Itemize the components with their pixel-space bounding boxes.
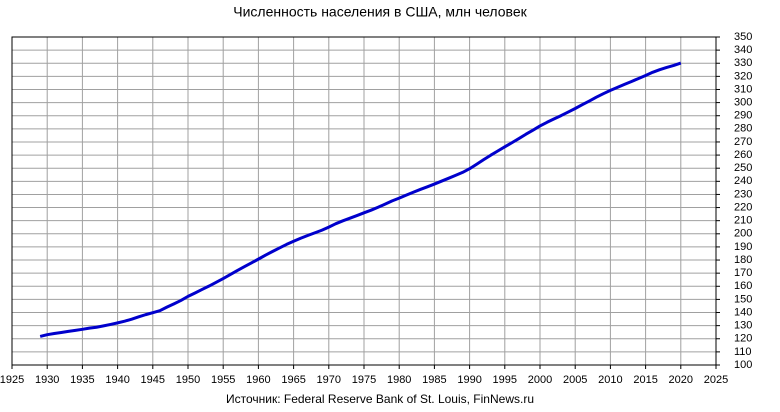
x-tick-label: 1970 bbox=[317, 374, 341, 386]
y-tick-label: 300 bbox=[734, 97, 752, 109]
y-tick-label: 150 bbox=[734, 293, 752, 305]
x-tick-label: 1990 bbox=[457, 374, 481, 386]
x-tick-label: 2015 bbox=[633, 374, 657, 386]
x-tick-label: 2000 bbox=[528, 374, 552, 386]
y-tick-label: 200 bbox=[734, 228, 752, 240]
x-tick-label: 1925 bbox=[0, 374, 24, 386]
x-tick-label: 2005 bbox=[563, 374, 587, 386]
y-tick-label: 220 bbox=[734, 201, 752, 213]
y-tick-label: 160 bbox=[734, 280, 752, 292]
y-tick-label: 260 bbox=[734, 149, 752, 161]
y-tick-label: 230 bbox=[734, 188, 752, 200]
y-tick-label: 210 bbox=[734, 215, 752, 227]
x-tick-label: 1965 bbox=[281, 374, 305, 386]
x-tick-label: 1950 bbox=[176, 374, 200, 386]
x-tick-label: 1985 bbox=[422, 374, 446, 386]
y-tick-label: 340 bbox=[734, 44, 752, 56]
y-tick-label: 250 bbox=[734, 162, 752, 174]
x-tick-label: 1945 bbox=[141, 374, 165, 386]
x-tick-label: 1935 bbox=[70, 374, 94, 386]
y-tick-label: 140 bbox=[734, 306, 752, 318]
x-tick-label: 1940 bbox=[105, 374, 129, 386]
y-tick-label: 330 bbox=[734, 57, 752, 69]
y-tick-label: 120 bbox=[734, 333, 752, 345]
y-tick-label: 240 bbox=[734, 175, 752, 187]
y-tick-label: 280 bbox=[734, 123, 752, 135]
y-tick-label: 110 bbox=[734, 346, 752, 358]
plot-border bbox=[11, 36, 717, 366]
y-tick-label: 320 bbox=[734, 70, 752, 82]
x-tick-label: 2010 bbox=[598, 374, 622, 386]
y-tick-label: 310 bbox=[734, 83, 752, 95]
x-tick-label: 1995 bbox=[493, 374, 517, 386]
x-tick-label: 1930 bbox=[35, 374, 59, 386]
x-tick-label: 1980 bbox=[387, 374, 411, 386]
y-tick-label: 170 bbox=[734, 267, 752, 279]
y-tick-label: 100 bbox=[734, 359, 752, 371]
line-series bbox=[39, 61, 682, 338]
y-tick-label: 190 bbox=[734, 241, 752, 253]
x-tick-label: 1955 bbox=[211, 374, 235, 386]
x-tick-label: 2020 bbox=[669, 374, 693, 386]
x-tick-label: 1960 bbox=[246, 374, 270, 386]
source-note: Источник: Federal Reserve Bank of St. Lo… bbox=[226, 392, 534, 406]
y-tick-label: 350 bbox=[734, 31, 752, 43]
chart-title: Численность населения в США, млн человек bbox=[233, 4, 527, 20]
y-tick-label: 180 bbox=[734, 254, 752, 266]
x-tick-label: 1975 bbox=[352, 374, 376, 386]
x-tick-label: 2025 bbox=[704, 374, 728, 386]
y-tick-label: 290 bbox=[734, 110, 752, 122]
y-tick-label: 130 bbox=[734, 320, 752, 332]
y-tick-label: 270 bbox=[734, 136, 752, 148]
